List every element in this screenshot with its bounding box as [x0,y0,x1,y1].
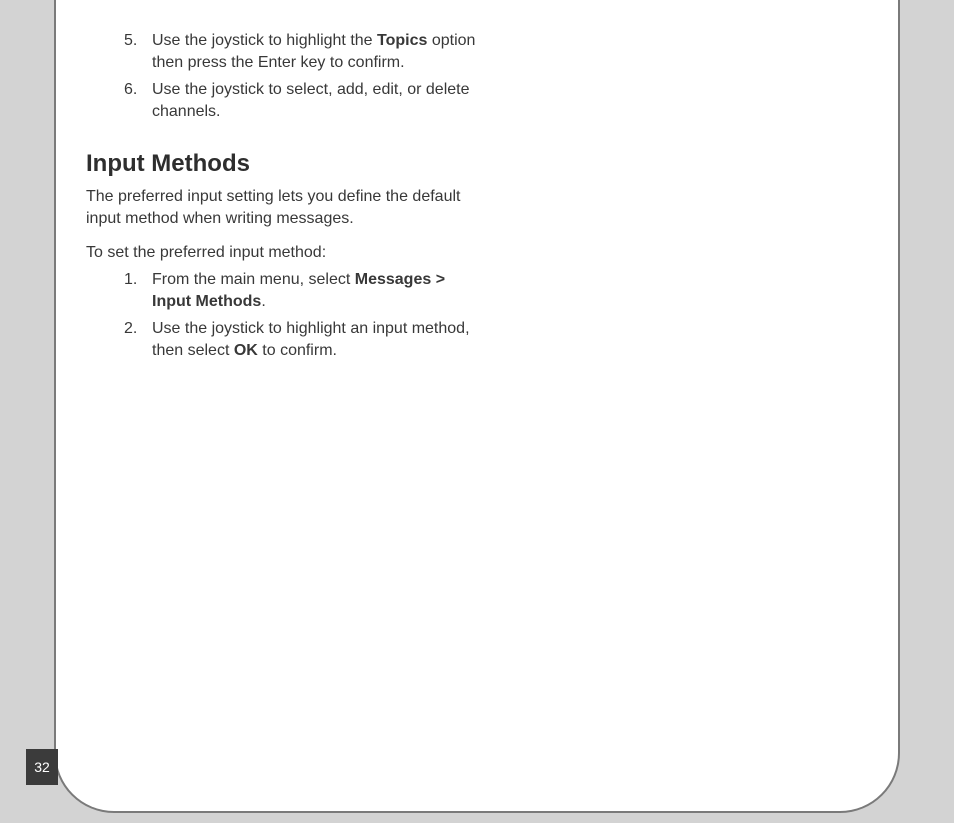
step-text-bold: OK [234,342,258,359]
section-intro: The preferred input setting lets you def… [86,186,486,229]
step-number: 2. [124,318,137,340]
step-number: 5. [124,30,137,52]
list-item: 6. Use the joystick to select, add, edit… [124,79,486,122]
continued-steps-list: 5. Use the joystick to highlight the Top… [124,30,486,122]
step-text-pre: Use the joystick to highlight the [152,32,377,49]
list-item: 2. Use the joystick to highlight an inpu… [124,318,486,361]
step-number: 6. [124,79,137,101]
step-text-pre: From the main menu, select [152,271,355,288]
document-page: 5. Use the joystick to highlight the Top… [54,0,900,813]
page-number: 32 [34,759,50,775]
list-item: 5. Use the joystick to highlight the Top… [124,30,486,73]
step-number: 1. [124,269,137,291]
steps-list: 1. From the main menu, select Messages >… [124,269,486,361]
step-text-post: to confirm. [258,342,337,359]
page-content: 5. Use the joystick to highlight the Top… [86,30,486,362]
step-text-post: . [261,293,265,310]
section-heading: Input Methods [86,150,486,178]
section-subtext: To set the preferred input method: [86,242,486,264]
step-text-pre: Use the joystick to select, add, edit, o… [152,81,470,120]
page-number-tab: 32 [26,749,58,785]
list-item: 1. From the main menu, select Messages >… [124,269,486,312]
step-text-bold: Topics [377,32,427,49]
